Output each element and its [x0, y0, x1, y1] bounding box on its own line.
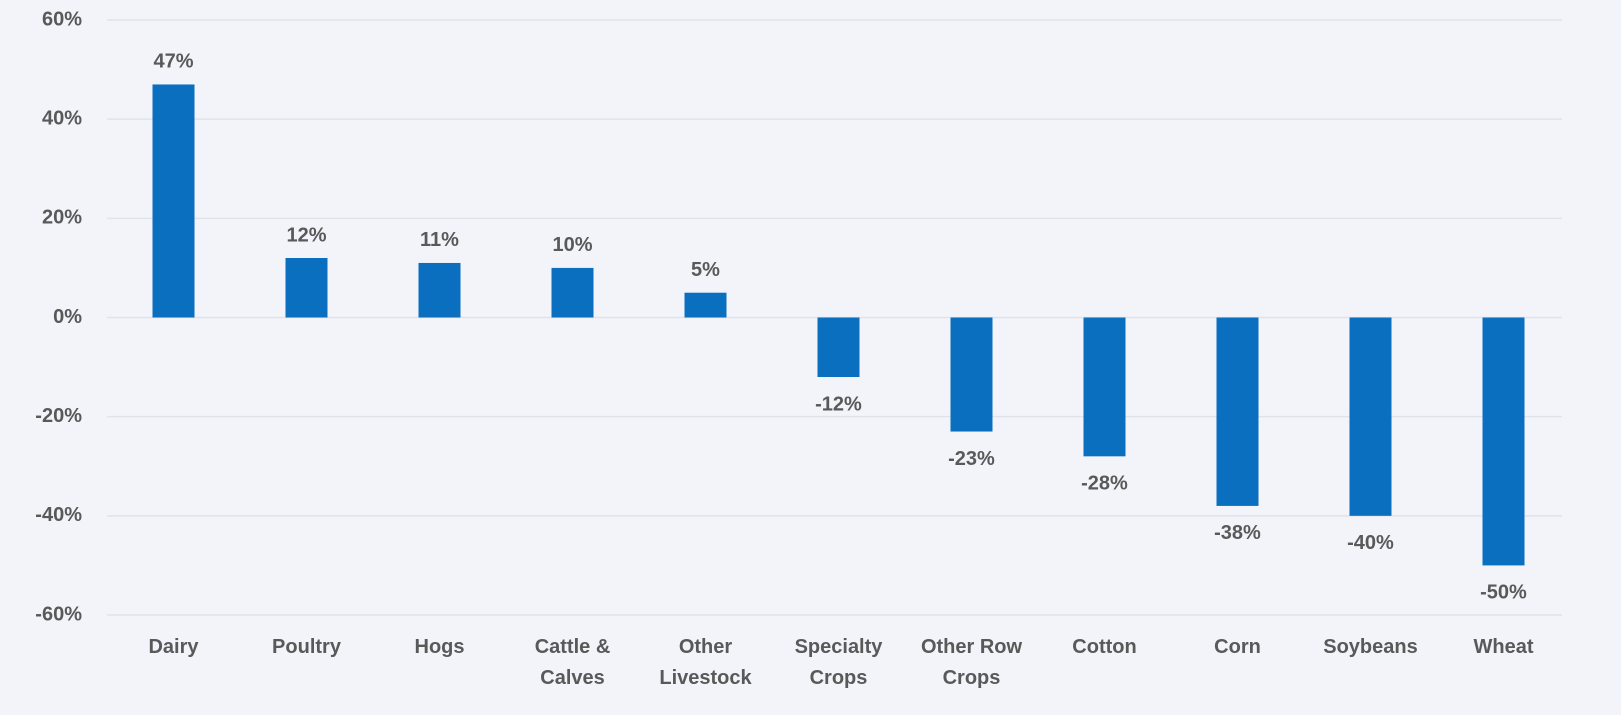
- data-label: 5%: [691, 259, 720, 281]
- bar: [152, 84, 195, 318]
- x-tick-label: Soybeans: [1323, 636, 1418, 658]
- x-tick-label: Other Livestock: [659, 636, 752, 689]
- data-label: -40%: [1347, 532, 1394, 554]
- data-label: 11%: [420, 229, 459, 251]
- data-label: -12%: [815, 393, 862, 415]
- x-tick-label: Specialty Crops: [794, 636, 883, 689]
- bar: [1216, 317, 1259, 506]
- data-label: 12%: [286, 224, 326, 246]
- y-tick-label: 60%: [42, 8, 82, 30]
- bar: [551, 267, 594, 318]
- bar: [950, 317, 993, 432]
- data-label: -28%: [1081, 473, 1128, 495]
- bar: [1083, 317, 1126, 457]
- bar: [1349, 317, 1392, 516]
- x-tick-label: Wheat: [1473, 636, 1534, 658]
- x-tick-label: Other Row Crops: [920, 636, 1023, 689]
- data-label: 10%: [552, 234, 592, 256]
- x-tick-label: Cattle & Calves: [534, 636, 611, 689]
- y-tick-label: -40%: [35, 504, 82, 526]
- data-label: -38%: [1214, 522, 1261, 544]
- data-label: 47%: [153, 51, 193, 73]
- bar: [418, 262, 461, 318]
- bar: [684, 292, 727, 318]
- x-tick-label: Poultry: [272, 636, 341, 658]
- y-tick-label: 20%: [42, 207, 82, 229]
- data-label: -23%: [948, 448, 995, 470]
- x-tick-label: Hogs: [414, 636, 465, 658]
- y-tick-label: 0%: [53, 306, 82, 328]
- data-label: -50%: [1480, 582, 1527, 604]
- y-tick-label: -60%: [35, 603, 82, 625]
- bar: [285, 258, 328, 318]
- x-tick-label: Cotton: [1072, 636, 1137, 658]
- x-tick-label: Dairy: [148, 636, 199, 658]
- x-tick-label: Corn: [1214, 636, 1261, 658]
- bar: [1482, 317, 1525, 566]
- y-tick-label: 40%: [42, 107, 82, 129]
- bar: [817, 317, 860, 377]
- y-tick-label: -20%: [35, 405, 82, 427]
